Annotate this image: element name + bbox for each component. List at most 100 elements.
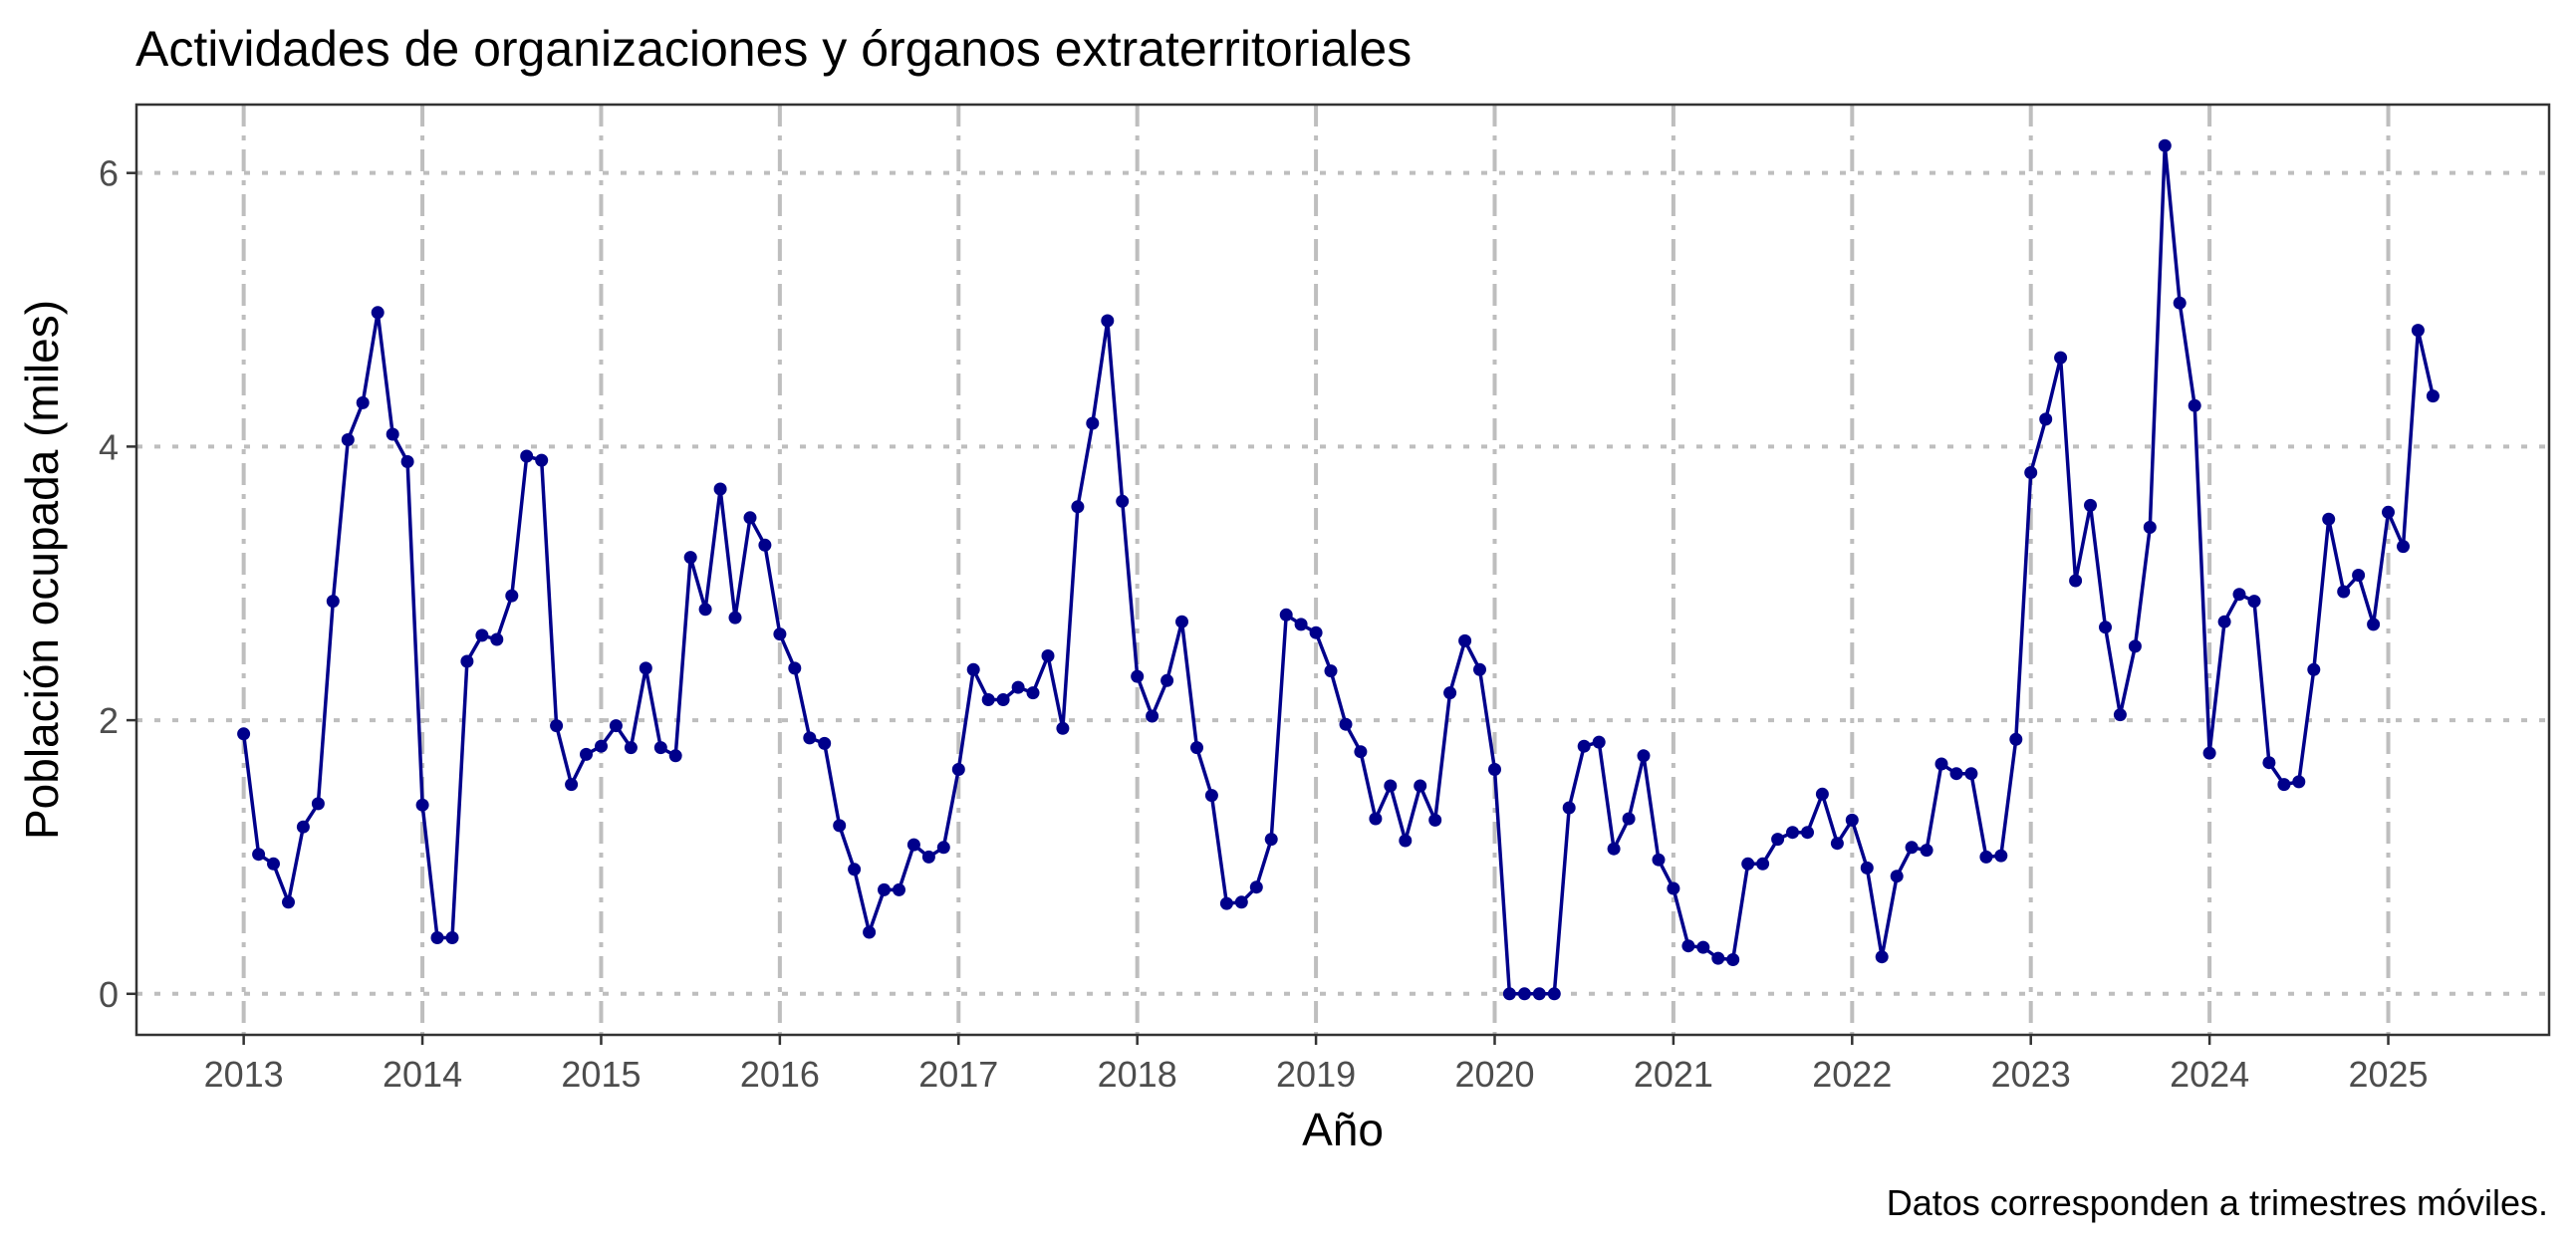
data-point	[936, 841, 950, 855]
data-point	[906, 838, 920, 852]
data-point	[1667, 881, 1680, 895]
data-point	[668, 749, 682, 763]
data-point	[267, 857, 280, 871]
data-point	[639, 661, 652, 675]
data-point	[1116, 494, 1130, 508]
x-tick-label: 2016	[740, 1054, 820, 1095]
data-point	[1026, 686, 1040, 700]
data-point	[2188, 398, 2201, 412]
x-axis-title: Año	[1302, 1104, 1384, 1155]
data-point	[2054, 351, 2068, 365]
data-point	[2202, 746, 2216, 760]
grid-lines	[136, 105, 2549, 1035]
data-point	[1175, 615, 1188, 628]
data-point	[460, 654, 474, 668]
data-point	[878, 882, 891, 896]
data-point	[1652, 853, 1666, 867]
data-point	[2337, 585, 2351, 599]
y-axis: 0 2 4 6	[99, 153, 136, 1015]
data-point	[2158, 138, 2172, 152]
data-point	[728, 611, 742, 625]
plot-panel-border	[134, 103, 2551, 1037]
data-point	[1845, 813, 1859, 827]
data-point	[2173, 296, 2187, 310]
data-point	[1219, 896, 1233, 910]
x-tick-label: 2022	[1812, 1054, 1892, 1095]
data-point	[386, 427, 399, 441]
data-point	[818, 736, 832, 750]
data-point	[296, 820, 310, 834]
data-point	[1726, 953, 1740, 966]
data-point	[1681, 939, 1695, 953]
data-point	[1711, 951, 1725, 965]
data-point	[1473, 662, 1486, 676]
series-layer	[237, 138, 2440, 1001]
data-point	[609, 719, 623, 733]
data-point	[1696, 940, 1710, 954]
data-point	[475, 628, 489, 642]
data-point	[1071, 500, 1085, 514]
data-point	[1860, 861, 1874, 875]
data-point	[1369, 812, 1383, 826]
data-point	[2009, 732, 2023, 746]
data-point	[2426, 389, 2440, 403]
data-point	[505, 589, 519, 603]
data-point	[624, 741, 638, 755]
data-point	[1502, 987, 1516, 1001]
data-point	[1771, 833, 1785, 847]
data-point	[1622, 812, 1636, 826]
data-point	[2397, 540, 2410, 554]
data-point	[1339, 717, 1353, 731]
data-point	[1279, 608, 1293, 622]
x-tick-label: 2015	[561, 1054, 641, 1095]
x-tick-label: 2023	[1991, 1054, 2071, 1095]
data-point	[1905, 841, 1919, 855]
x-tick-label: 2019	[1276, 1054, 1356, 1095]
data-point	[1249, 880, 1263, 894]
data-point	[1443, 686, 1457, 700]
data-point	[2069, 574, 2083, 588]
data-point	[252, 848, 266, 862]
data-point	[833, 819, 847, 833]
data-point	[550, 719, 564, 733]
x-tick-label: 2025	[2348, 1054, 2428, 1095]
data-point	[430, 931, 444, 944]
data-point	[773, 627, 787, 641]
data-point	[2322, 512, 2336, 526]
y-tick-label: 6	[99, 153, 119, 194]
y-tick-label: 0	[99, 974, 119, 1015]
data-point	[371, 306, 385, 320]
x-tick-label: 2020	[1454, 1054, 1534, 1095]
data-point	[1294, 618, 1308, 631]
data-point	[951, 763, 965, 776]
data-point	[415, 798, 429, 812]
data-point	[653, 741, 667, 755]
data-point	[400, 455, 414, 468]
data-point	[2232, 588, 2246, 602]
data-point	[1086, 416, 1100, 430]
data-point	[1547, 987, 1561, 1001]
data-point	[848, 863, 862, 876]
data-point	[2084, 498, 2097, 512]
data-point	[1204, 789, 1218, 803]
data-point	[1428, 813, 1442, 827]
data-point	[2247, 595, 2261, 609]
data-point	[1920, 844, 1933, 858]
data-point	[1592, 735, 1606, 749]
chart-caption: Datos corresponden a trimestres móviles.	[1887, 1182, 2548, 1223]
data-point	[535, 453, 549, 467]
data-point	[2307, 662, 2321, 676]
data-point	[2128, 639, 2142, 653]
data-point	[1354, 745, 1368, 759]
data-point	[683, 551, 697, 565]
data-point	[1607, 842, 1621, 856]
data-point	[1160, 673, 1174, 687]
data-point	[2262, 756, 2276, 770]
data-point	[1488, 763, 1501, 776]
data-point	[2277, 778, 2291, 792]
data-point	[1324, 664, 1338, 678]
data-point	[2143, 520, 2157, 534]
data-point	[1756, 857, 1770, 871]
